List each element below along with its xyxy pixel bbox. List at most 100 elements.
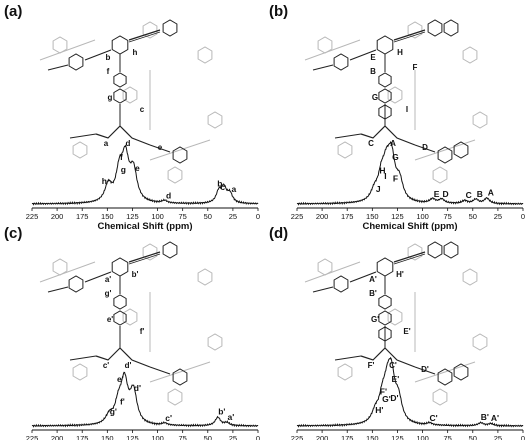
site-label: h <box>133 48 138 57</box>
linker-ring-2 <box>113 88 127 104</box>
site-label: D' <box>421 365 429 374</box>
background-ring-4 <box>167 166 183 184</box>
site-label: H' <box>396 270 404 279</box>
x-tick-label: 25 <box>229 434 237 440</box>
spectrum-line <box>296 356 524 428</box>
top-core-ring <box>376 35 394 55</box>
panel-3: (c)a'b'g'e'f'c' d'g'f'e'd'c'b'a'225 200 175… <box>4 225 260 440</box>
site-label: d <box>126 139 131 148</box>
bottom-right-ring <box>172 146 188 164</box>
bottom-right-ring <box>437 368 453 386</box>
peak-label: E <box>434 189 440 199</box>
peak-label: I <box>384 171 386 181</box>
site-label: f' <box>140 327 145 336</box>
site-label: G <box>372 93 378 102</box>
top-right-ring <box>162 19 178 37</box>
site-label: F' <box>368 361 375 370</box>
bottom-right-ring-2 <box>453 141 469 159</box>
peak-label: G <box>392 152 399 162</box>
peak-label: a <box>232 184 237 194</box>
site-label: B <box>370 67 376 76</box>
site-label: c' <box>103 361 109 370</box>
top-right-ring <box>427 241 443 259</box>
top-right-alkyne <box>393 29 426 41</box>
top-left-alkyne <box>349 49 377 61</box>
background-ring-1 <box>142 21 158 39</box>
x-tick-label: 225 <box>26 434 39 440</box>
peak-label: F' <box>380 386 387 396</box>
bottom-right-ring <box>437 146 453 164</box>
chemical-structure: A'H'B'G'E'F' C' D' <box>304 241 488 406</box>
site-label: a' <box>105 275 111 284</box>
site-label: H <box>397 48 403 57</box>
top-right-alkyne-2 <box>128 253 161 265</box>
panel-4: (d)A'H'B'G'E'F' C' D'H'G'F'E'D'C' B' A'225 20… <box>269 225 525 440</box>
x-axis-title: Chemical Shift (ppm) <box>97 221 192 232</box>
top-right-ring <box>427 19 443 37</box>
top-left-alkyne <box>84 49 112 61</box>
peak-label: F <box>393 174 398 184</box>
x-tick-label: 125 <box>391 434 404 440</box>
site-label: G' <box>371 315 379 324</box>
site-label: a <box>104 139 109 148</box>
top-core-ring <box>111 35 129 55</box>
panel-label: (b) <box>269 3 288 20</box>
panel-label: (a) <box>4 3 22 20</box>
peak-label: A' <box>491 413 499 423</box>
main-framework <box>312 19 469 164</box>
x-tick-label: 100 <box>416 434 429 440</box>
spectrum-line <box>31 371 259 428</box>
top-left-ring <box>68 53 84 71</box>
top-right-alkyne <box>128 251 161 263</box>
x-tick-label: 175 <box>341 434 354 440</box>
background-ring-1 <box>142 243 158 261</box>
bottom-node-bonds <box>95 125 151 146</box>
background-framework <box>304 21 488 184</box>
background-bond <box>39 261 96 283</box>
x-tick-label: 50 <box>469 434 477 440</box>
background-bond <box>414 361 476 383</box>
x-tick-label: 200 <box>316 212 329 221</box>
x-tick-label: 0 <box>521 212 525 221</box>
x-tick-label: 225 <box>26 212 39 221</box>
background-ring-4 <box>167 388 183 406</box>
site-label: E' <box>403 327 410 336</box>
peak-label: d <box>166 191 171 201</box>
background-framework <box>304 243 488 406</box>
spectrum-line <box>31 144 259 206</box>
background-ring-1 <box>407 243 423 261</box>
top-left-end-bond <box>47 286 69 293</box>
x-tick-label: 125 <box>391 212 404 221</box>
site-label: c <box>140 105 145 114</box>
site-label: e' <box>107 315 113 324</box>
top-right-alkyne-2 <box>393 31 426 43</box>
peak-label: c' <box>165 413 172 423</box>
top-right-ring-2 <box>443 241 459 259</box>
bottom-right-bond <box>414 366 436 375</box>
nmr-spectrum: g'f'e'd'c'b'a'2252001751501251007550250C… <box>26 371 260 440</box>
top-right-ring <box>162 241 178 259</box>
peak-label: a' <box>228 412 235 422</box>
background-ring-2 <box>462 268 478 286</box>
background-framework <box>39 243 223 406</box>
background-framework <box>39 21 223 184</box>
linker-ring-1 <box>378 72 392 88</box>
peak-label: e <box>135 163 140 173</box>
site-label: f <box>107 67 110 76</box>
peak-label: c <box>220 182 225 192</box>
x-tick-label: 25 <box>494 434 502 440</box>
top-left-end-bond <box>312 286 334 293</box>
top-left-end-bond <box>312 64 334 71</box>
background-ring-2 <box>197 46 213 64</box>
site-label: b' <box>132 270 139 279</box>
top-right-alkyne <box>393 251 426 263</box>
bottom-right-ring-2 <box>453 363 469 381</box>
site-label: b <box>106 53 111 62</box>
background-bond <box>149 139 211 161</box>
background-ring-3 <box>72 141 88 159</box>
x-tick-label: 75 <box>179 212 187 221</box>
bottom-node-bonds <box>360 125 416 146</box>
